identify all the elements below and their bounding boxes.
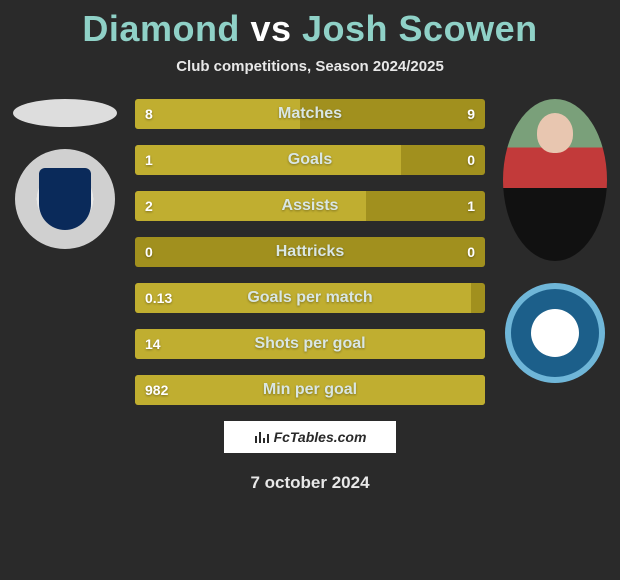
stat-bar: 21Assists (135, 191, 485, 221)
stat-bar: 10Goals (135, 145, 485, 175)
page-title: Diamond vs Josh Scowen (0, 0, 620, 50)
bar-fill-left (135, 375, 485, 405)
bar-fill-left (135, 329, 485, 359)
player1-photo (13, 99, 117, 127)
stat-bar: 982Min per goal (135, 375, 485, 405)
stat-bar: 14Shots per goal (135, 329, 485, 359)
bar-fill-left (135, 145, 401, 175)
stat-bars: 89Matches10Goals21Assists00Hattricks0.13… (135, 99, 485, 405)
bar-label: Hattricks (135, 237, 485, 267)
bar-value-right: 0 (457, 237, 485, 267)
stat-bar: 89Matches (135, 99, 485, 129)
bar-fill-left (135, 283, 471, 313)
player1-club-badge (15, 149, 115, 249)
bar-value-right: 1 (457, 191, 485, 221)
player1-name: Diamond (82, 8, 240, 49)
subtitle: Club competitions, Season 2024/2025 (0, 58, 620, 75)
bar-value-left: 0 (135, 237, 163, 267)
stat-bar: 0 0Hattricks (135, 237, 485, 267)
date-text: 7 october 2024 (0, 473, 620, 493)
bar-value-right: 0 (457, 145, 485, 175)
chart-icon (254, 430, 270, 444)
bar-value-left: 1 (135, 145, 163, 175)
branding-box: FcTables.com (224, 421, 396, 453)
right-column (500, 99, 610, 383)
bar-value-left: 8 (135, 99, 163, 129)
bar-value-left: 0.13 (135, 283, 182, 313)
bar-value-left: 2 (135, 191, 163, 221)
player2-photo (503, 99, 607, 261)
left-column (10, 99, 120, 249)
bar-value-left: 14 (135, 329, 171, 359)
player2-club-badge (505, 283, 605, 383)
vs-text: vs (250, 8, 291, 49)
bar-value-left: 982 (135, 375, 178, 405)
bar-fill-left (135, 191, 366, 221)
comparison-content: 89Matches10Goals21Assists00Hattricks0.13… (0, 99, 620, 405)
bar-value-right: 9 (457, 99, 485, 129)
branding-text: FcTables.com (274, 429, 367, 445)
player2-name: Josh Scowen (302, 8, 538, 49)
stat-bar: 0.13Goals per match (135, 283, 485, 313)
